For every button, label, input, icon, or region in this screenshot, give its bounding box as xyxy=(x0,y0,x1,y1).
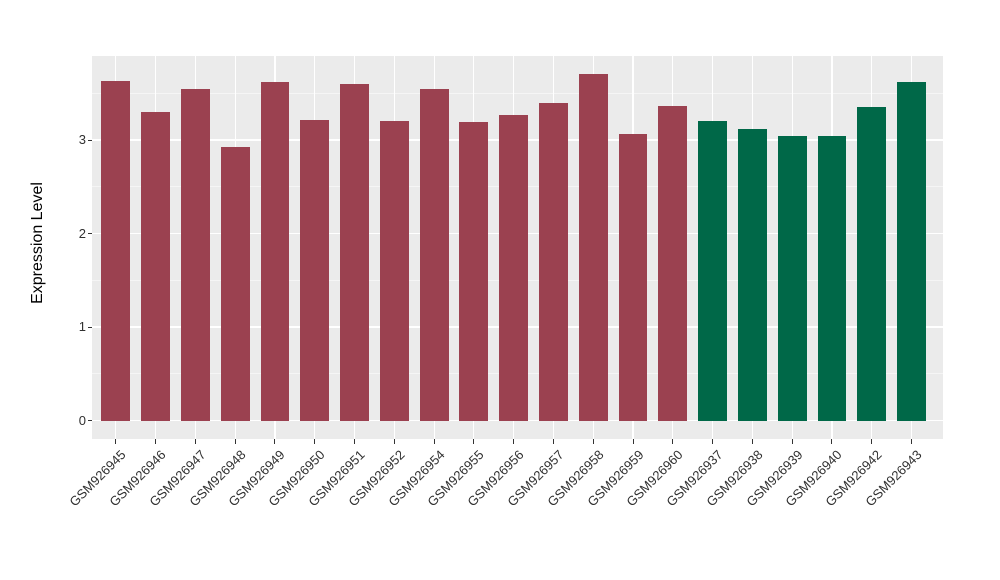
bar-GSM926946 xyxy=(141,112,171,421)
y-tick-mark xyxy=(87,420,92,422)
bar-GSM926959 xyxy=(618,134,648,421)
x-tick-mark xyxy=(791,439,793,444)
plot-panel xyxy=(92,56,944,440)
x-tick-mark xyxy=(234,439,236,444)
y-tick-mark xyxy=(87,233,92,235)
bar-GSM926956 xyxy=(499,114,529,421)
x-tick-mark xyxy=(672,439,674,444)
bar-GSM926945 xyxy=(101,81,131,421)
x-tick-mark xyxy=(155,439,157,444)
bar-GSM926947 xyxy=(181,88,210,421)
x-tick-mark xyxy=(433,439,435,444)
y-tick-label: 1 xyxy=(78,319,86,335)
bar-GSM926955 xyxy=(459,122,489,421)
bar-GSM926952 xyxy=(379,121,409,421)
x-tick-mark xyxy=(592,439,594,444)
bar-GSM926943 xyxy=(897,82,926,421)
x-tick-mark xyxy=(513,439,515,444)
y-tick-label: 0 xyxy=(78,412,86,428)
x-tick-mark xyxy=(314,439,316,444)
x-tick-mark xyxy=(552,439,554,444)
x-tick-mark xyxy=(831,439,833,444)
y-tick-label: 3 xyxy=(78,132,86,148)
bar-GSM926938 xyxy=(737,128,767,421)
bar-GSM926939 xyxy=(777,136,807,421)
x-tick-mark xyxy=(194,439,196,444)
bar-GSM926958 xyxy=(578,73,608,421)
x-tick-mark xyxy=(712,439,714,444)
y-tick-mark xyxy=(87,326,92,328)
y-axis-title: Expression Level xyxy=(29,182,46,304)
gridline-major xyxy=(92,419,944,422)
x-tick-mark xyxy=(751,439,753,444)
bar-GSM926948 xyxy=(220,146,250,421)
bar-GSM926960 xyxy=(658,106,688,421)
x-tick-mark xyxy=(632,439,634,444)
x-tick-mark xyxy=(871,439,873,444)
bar-GSM926937 xyxy=(698,121,727,421)
x-tick-mark xyxy=(274,439,276,444)
bar-GSM926954 xyxy=(419,88,449,421)
x-tick-mark xyxy=(473,439,475,444)
bar-GSM926957 xyxy=(539,102,568,421)
x-tick-mark xyxy=(393,439,395,444)
bar-GSM926951 xyxy=(340,84,369,421)
bar-GSM926949 xyxy=(260,82,290,421)
x-tick-mark xyxy=(115,439,117,444)
x-tick-mark xyxy=(354,439,356,444)
bar-GSM926942 xyxy=(857,107,887,421)
bar-GSM926940 xyxy=(817,136,847,421)
gridline-minor xyxy=(92,92,944,94)
y-tick-label: 2 xyxy=(78,225,86,241)
x-tick-mark xyxy=(910,439,912,444)
y-tick-mark xyxy=(87,139,92,141)
bar-GSM926950 xyxy=(300,119,330,421)
